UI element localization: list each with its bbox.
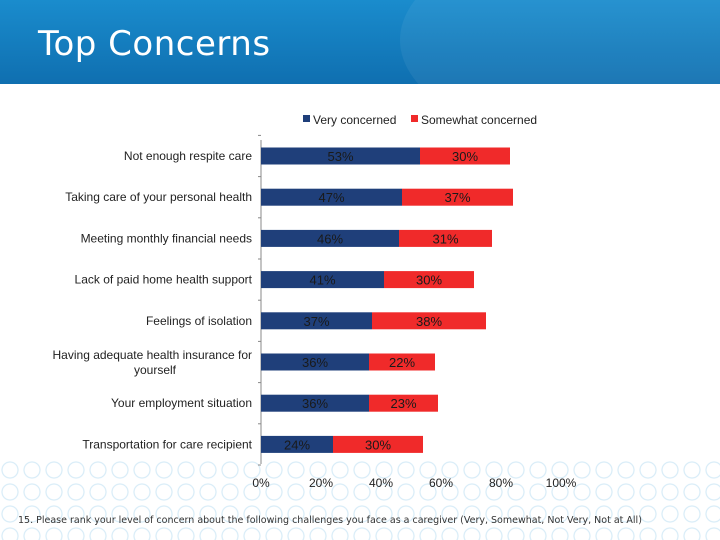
bar-data-label: 46% xyxy=(317,231,343,246)
bar-data-label: 38% xyxy=(416,314,442,329)
x-tick-label: 20% xyxy=(309,476,333,490)
page-title: Top Concerns xyxy=(38,24,271,64)
x-tick-label: 80% xyxy=(489,476,513,490)
bar-data-label: 36% xyxy=(302,396,328,411)
category-label: Your employment situation xyxy=(111,396,252,410)
bar-somewhat xyxy=(402,188,513,206)
bar-very xyxy=(261,188,402,206)
category-label: Taking care of your personal health xyxy=(65,190,252,204)
bar-somewhat xyxy=(369,394,438,412)
bar-data-label: 30% xyxy=(365,437,391,452)
bar-very xyxy=(261,229,399,247)
survey-question-footnote: 15. Please rank your level of concern ab… xyxy=(18,515,642,526)
bar-data-label: 37% xyxy=(303,314,329,329)
category-label: Not enough respite care xyxy=(124,149,252,163)
bar-somewhat xyxy=(372,312,486,330)
x-tick-label: 40% xyxy=(369,476,393,490)
category-label: Having adequate health insurance for your… xyxy=(53,348,252,377)
legend-label-1: Somewhat concerned xyxy=(421,113,537,127)
bar-data-label: 53% xyxy=(327,149,353,164)
bar-somewhat xyxy=(369,353,435,371)
bar-data-label: 22% xyxy=(389,355,415,370)
bar-data-label: 24% xyxy=(284,437,310,452)
x-tick-label: 60% xyxy=(429,476,453,490)
bar-data-label: 30% xyxy=(452,149,478,164)
title-banner: Top Concerns xyxy=(0,0,720,84)
bar-data-label: 47% xyxy=(318,190,344,205)
bar-very xyxy=(261,147,420,165)
category-label: Transportation for care recipient xyxy=(82,437,252,451)
legend-swatch-0 xyxy=(303,115,310,122)
bar-somewhat xyxy=(399,229,492,247)
bar-very xyxy=(261,394,369,412)
bar-very xyxy=(261,271,384,289)
category-label: Meeting monthly financial needs xyxy=(81,231,252,245)
bar-very xyxy=(261,353,369,371)
bar-very xyxy=(261,435,333,453)
decorative-pattern xyxy=(0,460,720,540)
bar-somewhat xyxy=(420,147,510,165)
bar-data-label: 30% xyxy=(416,273,442,288)
bar-somewhat xyxy=(333,435,423,453)
category-label: Lack of paid home health support xyxy=(75,273,253,287)
legend-swatch-1 xyxy=(411,115,418,122)
legend-label-0: Very concerned xyxy=(313,113,396,127)
bar-data-label: 37% xyxy=(444,190,470,205)
bar-somewhat xyxy=(384,271,474,289)
x-tick-label: 0% xyxy=(252,476,270,490)
bar-very xyxy=(261,312,372,330)
bar-data-label: 36% xyxy=(302,355,328,370)
bar-data-label: 23% xyxy=(390,396,416,411)
bar-data-label: 31% xyxy=(432,231,458,246)
bar-data-label: 41% xyxy=(309,273,335,288)
x-tick-label: 100% xyxy=(546,476,577,490)
category-label: Feelings of isolation xyxy=(146,314,252,328)
